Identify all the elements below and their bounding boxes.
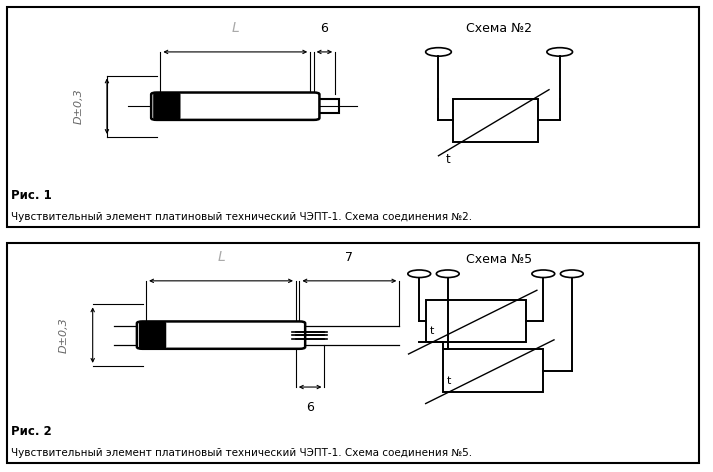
Text: t: t [430, 326, 434, 336]
Text: 6: 6 [306, 401, 314, 414]
Text: Чувствительный элемент платиновый технический ЧЭПТ-1. Схема соединения №2.: Чувствительный элемент платиновый технич… [11, 212, 472, 222]
Text: D±0,3: D±0,3 [73, 88, 83, 124]
Bar [314, 99, 339, 113]
Text: D±0,3: D±0,3 [59, 317, 69, 353]
Text: L: L [232, 21, 239, 35]
FancyBboxPatch shape [154, 93, 180, 119]
Text: L: L [217, 250, 225, 264]
Text: 6: 6 [320, 22, 329, 35]
Text: Рис. 2: Рис. 2 [11, 425, 51, 438]
Text: Чувствительный элемент платиновый технический ЧЭПТ-1. Схема соединения №5.: Чувствительный элемент платиновый технич… [11, 448, 472, 458]
Bar [287, 323, 302, 347]
Bar [426, 300, 526, 342]
Text: t: t [447, 376, 451, 386]
FancyBboxPatch shape [140, 322, 165, 348]
FancyBboxPatch shape [137, 321, 305, 349]
Text: Схема №5: Схема №5 [466, 253, 532, 266]
FancyBboxPatch shape [151, 93, 319, 120]
Bar [443, 349, 543, 392]
Bar [453, 99, 538, 142]
Text: t: t [446, 153, 451, 167]
Text: 7: 7 [345, 251, 354, 264]
Text: Схема №2: Схема №2 [466, 22, 532, 35]
Text: Рис. 1: Рис. 1 [11, 189, 51, 202]
